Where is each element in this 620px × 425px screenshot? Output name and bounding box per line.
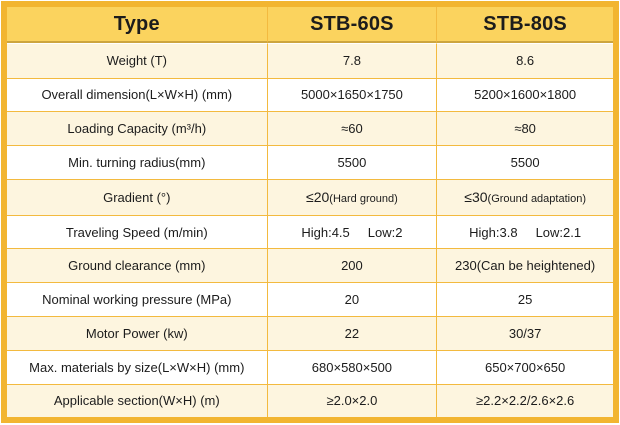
row-label: Overall dimension(L×W×H) (mm) (7, 78, 268, 113)
cell-value: High:4.5 Low:2 (267, 215, 438, 250)
cell-value: ≥2.2×2.2/2.6×2.6 (437, 384, 613, 417)
row-label: Nominal working pressure (MPa) (7, 283, 268, 318)
row-label: Gradient (°) (7, 180, 268, 216)
cell-value: 5500 (437, 146, 613, 181)
speed-high: High:4.5 (301, 224, 350, 240)
header-row: Type STB-60S STB-80S (7, 7, 613, 43)
row-label: Max. materials by size(L×W×H) (mm) (7, 350, 268, 385)
row-label: Ground clearance (mm) (7, 249, 268, 284)
cell-value: 25 (437, 283, 613, 318)
cell-value: 7.8 (267, 43, 438, 79)
gradient-value: ≤30 (464, 189, 488, 206)
cell-value: 5200×1600×1800 (437, 78, 613, 113)
cell-value: 8.6 (437, 43, 613, 79)
row-max-materials-size: Max. materials by size(L×W×H) (mm) 680×5… (7, 350, 613, 385)
cell-value: ≤30(Ground adaptation) (437, 180, 613, 216)
gradient-note: (Ground adaptation) (487, 193, 586, 206)
cell-value: 5000×1650×1750 (267, 78, 438, 113)
spec-table: Type STB-60S STB-80S Weight (T) 7.8 8.6 … (7, 7, 613, 417)
speed-high: High:3.8 (469, 224, 518, 240)
header-type: Type (7, 7, 268, 43)
row-loading-capacity: Loading Capacity (m³/h) ≈60 ≈80 (7, 112, 613, 147)
row-motor-power: Motor Power (kw) 22 30/37 (7, 317, 613, 351)
cell-value: ≈60 (267, 112, 438, 147)
cell-value: ≈80 (437, 112, 613, 147)
cell-value: 230(Can be heightened) (437, 249, 613, 284)
cell-value: 5500 (267, 146, 438, 181)
speed-low: Low:2 (367, 224, 403, 240)
cell-value: 20 (267, 283, 438, 318)
cell-value: ≥2.0×2.0 (267, 384, 438, 417)
cell-value: 680×580×500 (267, 350, 438, 385)
row-label: Motor Power (kw) (7, 317, 268, 351)
cell-value: 30/37 (437, 317, 613, 351)
row-label: Traveling Speed (m/min) (7, 215, 268, 250)
cell-value: 22 (267, 317, 438, 351)
row-label: Applicable section(W×H) (m) (7, 384, 268, 417)
row-overall-dimension: Overall dimension(L×W×H) (mm) 5000×1650×… (7, 78, 613, 113)
row-applicable-section: Applicable section(W×H) (m) ≥2.0×2.0 ≥2.… (7, 384, 613, 417)
row-label: Min. turning radius(mm) (7, 146, 268, 181)
row-gradient: Gradient (°) ≤20(Hard ground) ≤30(Ground… (7, 180, 613, 216)
cell-value: 200 (267, 249, 438, 284)
row-nominal-working-pressure: Nominal working pressure (MPa) 20 25 (7, 283, 613, 318)
row-label: Loading Capacity (m³/h) (7, 112, 268, 147)
row-min-turning-radius: Min. turning radius(mm) 5500 5500 (7, 146, 613, 181)
speed-low: Low:2.1 (535, 224, 582, 240)
cell-value: 650×700×650 (437, 350, 613, 385)
row-label: Weight (T) (7, 43, 268, 79)
row-traveling-speed: Traveling Speed (m/min) High:4.5 Low:2 Hi… (7, 215, 613, 250)
gradient-value: ≤20 (306, 189, 330, 206)
row-weight: Weight (T) 7.8 8.6 (7, 43, 613, 79)
row-ground-clearance: Ground clearance (mm) 200 230(Can be hei… (7, 249, 613, 284)
header-stb-60s: STB-60S (267, 7, 438, 43)
gradient-note: (Hard ground) (329, 193, 398, 206)
cell-value: ≤20(Hard ground) (267, 180, 438, 216)
header-stb-80s: STB-80S (437, 7, 613, 43)
cell-value: High:3.8 Low:2.1 (437, 215, 613, 250)
